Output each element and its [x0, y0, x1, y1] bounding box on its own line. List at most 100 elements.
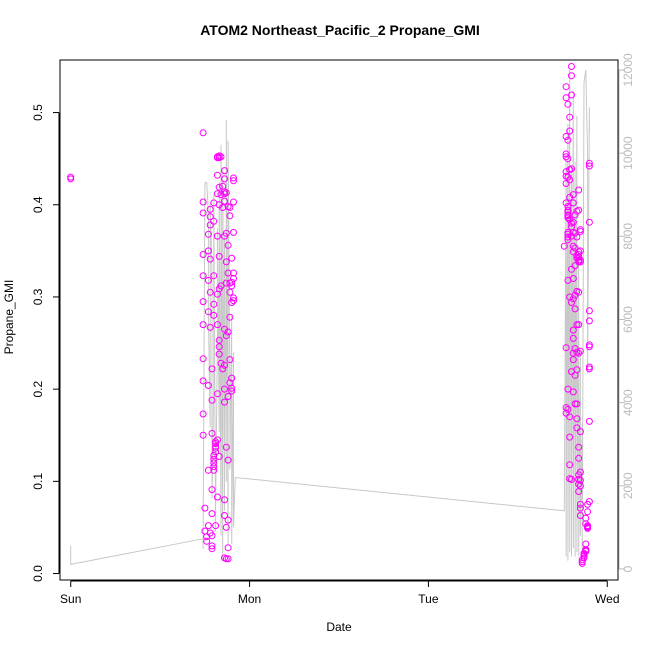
data-point: [566, 113, 574, 121]
data-point: [199, 377, 207, 385]
data-point: [575, 480, 583, 488]
y-tick-label: 0.1: [31, 473, 45, 490]
data-point: [215, 183, 223, 191]
data-point: [230, 275, 237, 282]
data-point: [210, 455, 218, 463]
data-point: [571, 211, 579, 219]
data-point: [585, 417, 593, 425]
data-point: [562, 199, 570, 207]
data-point: [221, 385, 228, 393]
data-point: [222, 258, 230, 266]
y-tick-label: 0.0: [31, 565, 45, 582]
data-point: [564, 233, 572, 241]
data-point: [566, 433, 574, 441]
data-point: [576, 468, 584, 476]
data-point: [221, 512, 228, 519]
data-point: [568, 299, 575, 306]
data-point: [206, 213, 214, 221]
data-point: [224, 393, 232, 400]
data-point: [199, 198, 207, 206]
data-point: [210, 459, 218, 467]
data-point: [228, 384, 236, 392]
x-tick-label: Mon: [238, 592, 261, 606]
data-point: [217, 282, 225, 290]
data-point: [564, 100, 572, 108]
data-point: [212, 442, 220, 450]
data-point: [199, 129, 207, 137]
data-point: [204, 382, 212, 389]
data-point: [569, 199, 577, 207]
data-point: [582, 514, 590, 522]
data-point: [208, 532, 216, 540]
data-point: [568, 265, 575, 273]
series-line: [70, 69, 590, 566]
scatter-series: [67, 63, 593, 567]
data-point: [224, 328, 232, 336]
y2-tick-label: 10000: [621, 136, 635, 170]
data-point: [585, 218, 593, 226]
data-point: [213, 171, 221, 179]
data-point: [201, 504, 209, 512]
data-point: [576, 428, 584, 436]
y-tick-label: 0.4: [31, 196, 45, 213]
data-point: [215, 453, 223, 460]
data-point: [566, 461, 574, 469]
data-point: [564, 212, 572, 220]
data-point: [217, 153, 225, 161]
line-series: [70, 69, 590, 566]
data-point: [204, 466, 212, 474]
data-point: [230, 198, 237, 206]
data-point: [573, 366, 581, 374]
data-point: [230, 297, 237, 305]
y2-tick-label: 2000: [621, 472, 635, 499]
data-point: [206, 323, 214, 331]
data-point: [575, 288, 583, 296]
data-point: [571, 345, 579, 353]
data-point: [569, 388, 577, 396]
data-point: [564, 214, 572, 222]
data-point: [222, 229, 230, 237]
data-point: [571, 305, 579, 313]
data-point: [210, 217, 218, 225]
y-tick-label: 0.2: [31, 380, 45, 397]
data-point: [222, 332, 230, 340]
data-point: [208, 542, 216, 550]
y-axis-label: Propane_GMI: [2, 280, 16, 355]
data-point: [562, 133, 570, 140]
data-point: [199, 251, 207, 258]
data-point: [221, 361, 228, 369]
data-point: [562, 409, 570, 417]
y-tick-label: 0.3: [31, 288, 45, 305]
data-point: [199, 272, 207, 280]
data-point: [569, 218, 577, 226]
data-point: [213, 436, 221, 444]
data-point: [575, 206, 583, 214]
data-point: [204, 230, 212, 238]
data-point: [210, 463, 218, 471]
data-point: [228, 374, 236, 382]
data-point: [208, 429, 216, 437]
data-point: [568, 476, 575, 483]
data-point: [566, 176, 574, 184]
y2-tick-label: 0: [621, 565, 635, 572]
data-point: [560, 242, 568, 250]
data-point: [203, 533, 211, 541]
data-point: [204, 308, 212, 316]
data-point: [228, 254, 236, 262]
data-point: [210, 300, 218, 308]
data-point: [226, 212, 234, 220]
data-point: [199, 410, 207, 418]
data-point: [204, 522, 212, 530]
data-point: [576, 228, 584, 235]
data-point: [568, 72, 575, 80]
data-point: [569, 275, 577, 282]
y2-tick-label: 6000: [621, 306, 635, 333]
data-point: [206, 221, 214, 229]
data-point: [573, 424, 581, 432]
data-point: [228, 278, 236, 286]
data-point: [575, 186, 583, 194]
data-point: [226, 204, 234, 211]
data-point: [576, 347, 584, 355]
data-point: [564, 136, 572, 144]
